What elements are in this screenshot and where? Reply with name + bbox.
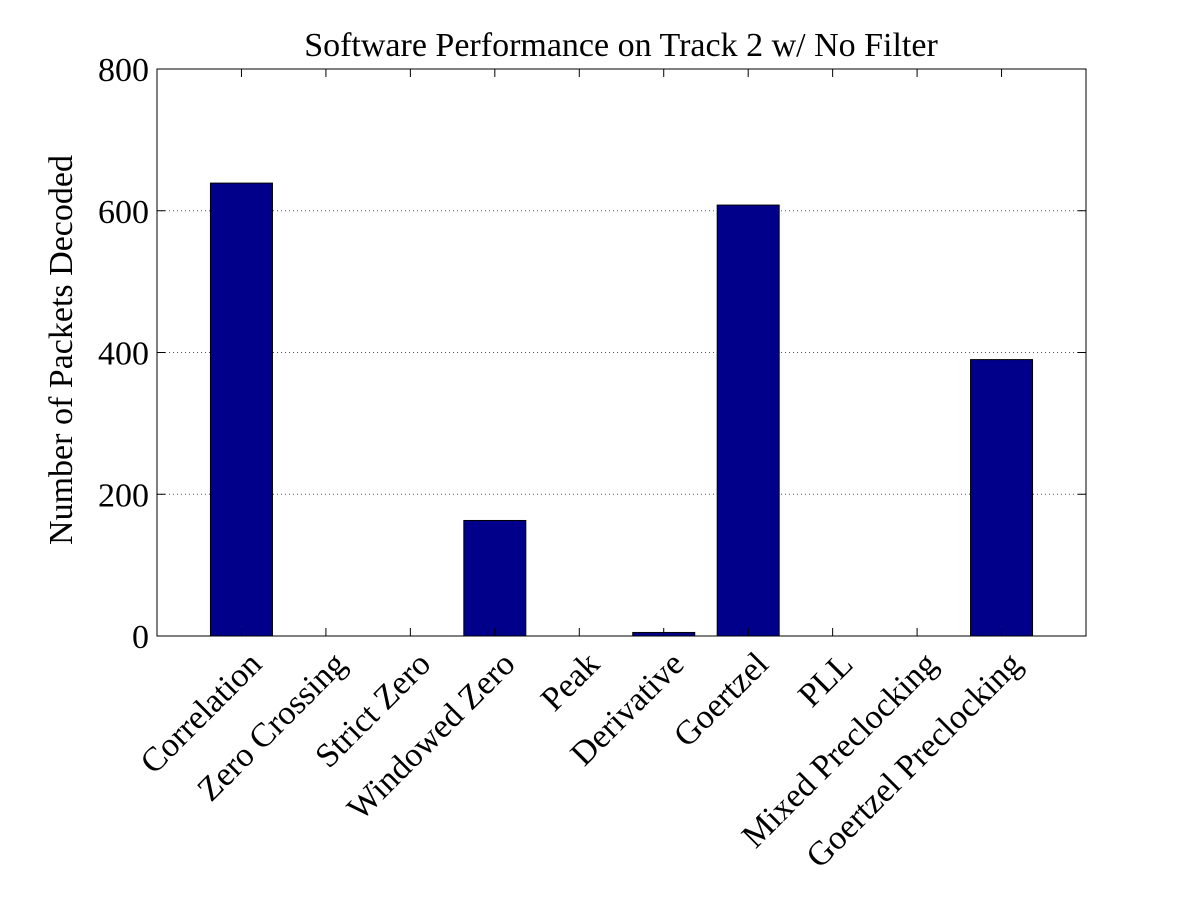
y-ticks: 0 200 400 600 800 [98, 52, 1086, 656]
bar [970, 359, 1034, 637]
y-tick-label: 200 [98, 477, 149, 514]
chart-title: Software Performance on Track 2 w/ No Fi… [304, 27, 938, 64]
bar [463, 519, 527, 637]
bar [209, 182, 273, 637]
y-tick-label: 0 [132, 619, 149, 656]
y-tick-label: 400 [98, 336, 149, 373]
y-tick-label: 600 [98, 194, 149, 231]
y-axis-label: Number of Packets Decoded [43, 155, 80, 545]
bar [716, 204, 780, 637]
y-tick-label: 800 [98, 52, 149, 89]
grid-lines [157, 210, 1086, 495]
